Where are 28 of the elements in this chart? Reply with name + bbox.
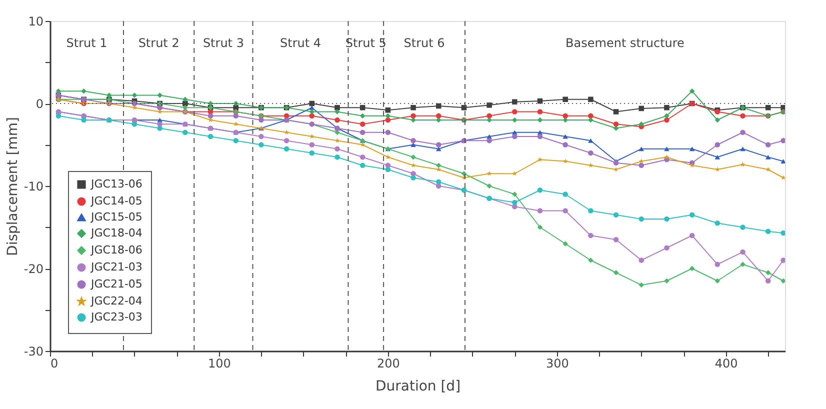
legend-label: JGC15-05 xyxy=(90,210,142,224)
legend-label: JGC14-05 xyxy=(90,194,142,208)
y-axis-title: Displacement [mm] xyxy=(4,117,21,256)
y-tick-label: -10 xyxy=(24,180,44,194)
annotation: Strut 4 xyxy=(280,36,321,50)
y-tick-label: -20 xyxy=(24,262,44,276)
legend-label: JGC23-03 xyxy=(90,310,142,324)
legend-label: JGC18-04 xyxy=(90,226,142,240)
legend-label: JGC13-06 xyxy=(90,178,142,190)
x-tick-label: 200 xyxy=(376,356,400,370)
x-tick-label: 300 xyxy=(546,356,569,370)
y-tick-label: -30 xyxy=(24,344,44,358)
annotation: Strut 2 xyxy=(138,36,180,50)
y-tick-label: 0 xyxy=(36,97,44,111)
y-tick-label: 10 xyxy=(28,14,44,28)
x-tick-label: 0 xyxy=(50,356,58,370)
annotation: Strut 1 xyxy=(66,36,108,50)
legend-label: JGC21-05 xyxy=(90,278,142,290)
x-axis-title: Duration [d] xyxy=(375,378,461,394)
legend-label: JGC18-06 xyxy=(90,244,142,256)
annotation: Strut 6 xyxy=(404,36,445,50)
annotation: Basement structure xyxy=(566,36,684,50)
annotation: Strut 5 xyxy=(345,36,386,50)
x-tick-label: 400 xyxy=(714,356,738,370)
x-tick-label: 100 xyxy=(208,356,231,370)
annotation: Strut 3 xyxy=(202,36,244,50)
legend-label: JGC22-04 xyxy=(90,294,142,308)
legend-label: JGC21-03 xyxy=(90,260,142,274)
